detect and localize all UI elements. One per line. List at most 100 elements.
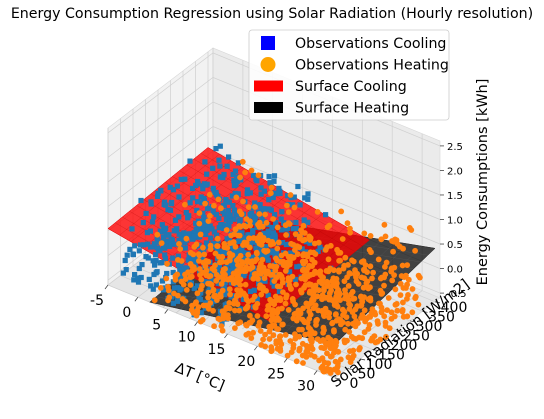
point-cooling [222, 211, 228, 217]
point-cooling [264, 234, 271, 240]
point-cooling [253, 245, 259, 251]
point-heating [205, 289, 212, 296]
point-cooling [272, 252, 278, 258]
legend: Observations Cooling Observations Heating… [248, 29, 450, 121]
point-heating [341, 308, 348, 315]
point-heating [283, 264, 290, 270]
point-cooling [283, 241, 289, 248]
point-heating [314, 209, 321, 215]
point-heating [269, 312, 275, 319]
point-cooling [187, 278, 193, 284]
point-heating [388, 309, 395, 316]
point-cooling [178, 176, 184, 183]
point-heating [351, 295, 358, 302]
point-heating [279, 279, 286, 286]
z-tick-label: 2.5 [447, 142, 463, 153]
point-heating [211, 323, 218, 330]
point-heating [214, 235, 221, 242]
point-heating [175, 257, 181, 263]
point-heating [208, 281, 215, 288]
point-heating [307, 272, 314, 278]
point-heating [262, 211, 268, 218]
point-cooling [282, 226, 288, 232]
point-cooling [225, 270, 231, 276]
point-heating [305, 303, 311, 310]
point-heating [285, 307, 292, 313]
point-heating [331, 328, 337, 335]
point-heating [259, 256, 266, 263]
point-heating [364, 278, 371, 285]
point-heating [367, 263, 374, 270]
point-cooling [240, 295, 246, 301]
x-tick-label: 30 [297, 379, 315, 395]
point-heating [154, 231, 161, 238]
point-cooling [252, 200, 258, 206]
point-cooling [148, 283, 154, 289]
point-cooling [151, 244, 157, 250]
point-cooling [155, 239, 161, 245]
point-cooling [252, 219, 258, 225]
point-heating [292, 301, 298, 308]
point-cooling [136, 248, 142, 254]
point-heating [215, 196, 222, 203]
point-cooling [276, 289, 282, 295]
point-heating [365, 285, 372, 292]
point-heating [372, 311, 379, 318]
point-cooling [279, 209, 285, 215]
point-cooling [271, 173, 278, 179]
x-tick-mark [313, 370, 318, 375]
x-tick-label: 5 [152, 317, 161, 333]
point-cooling [278, 216, 284, 222]
point-cooling [270, 194, 276, 201]
x-tick-mark [254, 345, 258, 351]
point-heating [260, 336, 266, 343]
point-heating [196, 266, 203, 272]
point-heating [258, 291, 265, 298]
point-heating [206, 191, 213, 198]
point-heating [329, 282, 336, 289]
point-heating [337, 356, 344, 363]
point-cooling [152, 262, 158, 268]
legend-box [248, 29, 450, 121]
point-heating [379, 308, 385, 314]
point-cooling [197, 269, 203, 275]
point-cooling [140, 220, 146, 226]
point-cooling [240, 273, 246, 279]
point-heating [270, 216, 276, 222]
point-cooling [132, 243, 138, 249]
point-heating [211, 202, 217, 209]
point-heating [309, 256, 315, 263]
point-heating [358, 302, 365, 309]
point-heating [277, 271, 284, 278]
y-tick-label: 50 [358, 366, 376, 382]
point-heating [311, 353, 318, 360]
point-cooling [181, 265, 187, 271]
point-cooling [274, 191, 280, 197]
point-heating [223, 259, 230, 266]
point-heating [237, 223, 244, 230]
point-heating [300, 266, 307, 273]
point-heating [248, 167, 255, 174]
point-cooling [190, 185, 196, 191]
point-cooling [177, 267, 183, 273]
point-cooling [170, 300, 176, 306]
point-heating [235, 279, 242, 286]
point-heating [201, 251, 208, 258]
point-heating [252, 304, 259, 311]
point-heating [309, 296, 315, 303]
y-tick-label: 400 [441, 300, 468, 316]
point-heating [195, 251, 202, 257]
point-heating [236, 307, 243, 314]
point-cooling [317, 244, 323, 250]
point-heating [277, 348, 284, 354]
point-heating [175, 292, 181, 299]
point-cooling [185, 257, 191, 263]
point-heating [347, 225, 353, 232]
point-heating [255, 172, 262, 179]
point-heating [358, 294, 364, 300]
point-heating [313, 322, 319, 328]
point-heating [301, 230, 308, 236]
point-heating [219, 253, 226, 260]
point-heating [273, 308, 279, 315]
